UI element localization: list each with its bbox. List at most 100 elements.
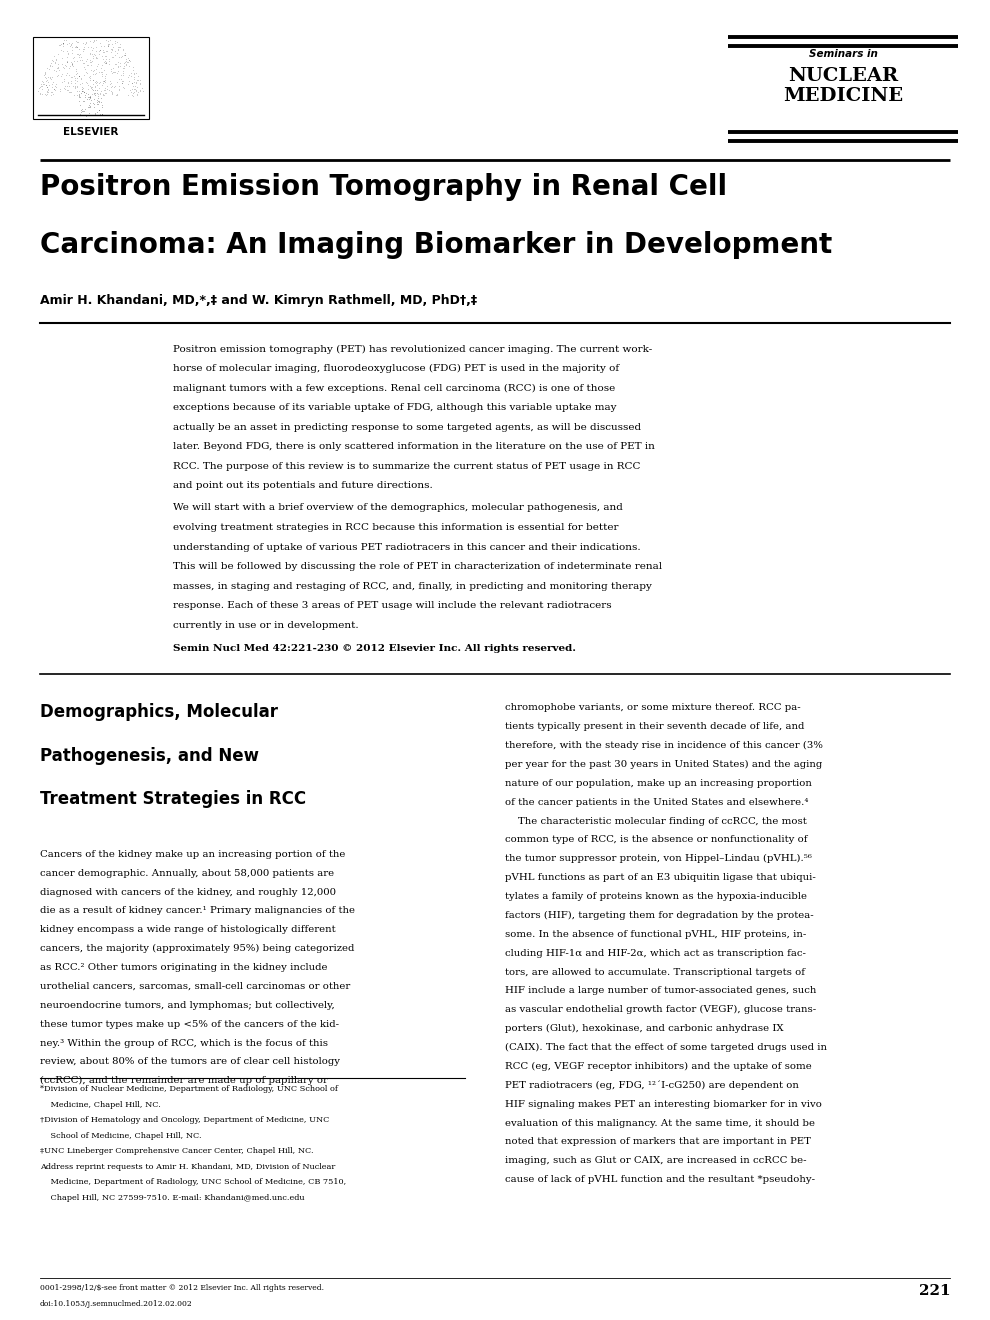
Point: [104, 34, 120, 55]
Point: [87, 41, 103, 62]
Point: [55, 33, 71, 54]
Point: [108, 45, 124, 66]
Point: [41, 75, 56, 96]
Point: [84, 104, 100, 125]
Point: [77, 104, 93, 125]
Text: neuroendocrine tumors, and lymphomas; but collectively,: neuroendocrine tumors, and lymphomas; bu…: [40, 1001, 335, 1010]
Point: [107, 75, 123, 96]
Point: [97, 67, 113, 88]
Point: [71, 66, 87, 87]
Point: [96, 71, 112, 92]
Point: [117, 78, 133, 99]
Point: [64, 75, 80, 96]
Point: [72, 94, 88, 115]
Point: [136, 81, 151, 102]
Point: [76, 100, 92, 121]
Point: [112, 79, 128, 100]
Point: [97, 66, 113, 87]
Point: [53, 66, 69, 87]
Text: RCC. The purpose of this review is to summarize the current status of PET usage : RCC. The purpose of this review is to su…: [173, 462, 641, 471]
Point: [78, 82, 94, 103]
Point: [120, 66, 136, 87]
Point: [44, 77, 59, 98]
Text: noted that expression of markers that are important in PET: noted that expression of markers that ar…: [505, 1138, 811, 1147]
Point: [97, 79, 113, 100]
Point: [65, 46, 81, 67]
Text: evolving treatment strategies in RCC because this information is essential for b: evolving treatment strategies in RCC bec…: [173, 523, 619, 532]
Point: [60, 71, 76, 92]
Point: [82, 86, 98, 107]
Point: [82, 96, 98, 117]
Point: [32, 77, 48, 98]
Point: [91, 90, 107, 111]
Point: [75, 81, 91, 102]
Point: [118, 54, 134, 75]
Point: [50, 44, 66, 65]
Point: [85, 32, 101, 53]
Point: [84, 78, 100, 99]
Point: [65, 84, 81, 106]
Point: [60, 32, 76, 53]
Point: [87, 103, 103, 124]
Point: [130, 84, 146, 106]
Point: [73, 46, 89, 67]
Point: [91, 100, 107, 121]
Point: [97, 70, 113, 91]
Point: [88, 58, 104, 79]
Point: [47, 59, 62, 81]
Point: [115, 77, 131, 98]
Point: [81, 87, 97, 108]
Point: [118, 50, 134, 71]
Point: [77, 84, 93, 106]
Point: [89, 79, 105, 100]
Point: [120, 74, 136, 95]
Point: [58, 63, 74, 84]
Text: these tumor types make up <5% of the cancers of the kid-: these tumor types make up <5% of the can…: [40, 1020, 339, 1028]
Point: [128, 71, 144, 92]
Point: [64, 33, 80, 54]
Point: [71, 46, 87, 67]
Point: [116, 57, 132, 78]
Point: [87, 71, 103, 92]
Point: [85, 74, 101, 95]
Text: ELSEVIER: ELSEVIER: [63, 127, 118, 137]
Point: [60, 65, 76, 86]
Point: [110, 51, 126, 73]
Point: [64, 66, 80, 87]
Text: urothelial cancers, sarcomas, small-cell carcinomas or other: urothelial cancers, sarcomas, small-cell…: [40, 982, 349, 991]
Point: [68, 58, 84, 79]
Point: [45, 74, 60, 95]
Point: [110, 40, 126, 61]
Point: [44, 51, 59, 73]
Point: [96, 51, 112, 73]
Point: [98, 45, 114, 66]
Point: [85, 79, 101, 100]
Point: [82, 87, 98, 108]
Point: [90, 94, 106, 115]
Point: [65, 48, 81, 69]
Point: [125, 83, 141, 104]
Text: cause of lack of pVHL function and the resultant *pseudohy-: cause of lack of pVHL function and the r…: [505, 1175, 815, 1184]
Point: [43, 67, 58, 88]
Text: nature of our population, make up an increasing proportion: nature of our population, make up an inc…: [505, 779, 812, 788]
Point: [82, 42, 98, 63]
Point: [100, 30, 116, 51]
Point: [86, 82, 102, 103]
Point: [50, 65, 66, 86]
Point: [40, 58, 55, 79]
Point: [59, 73, 75, 94]
Point: [74, 50, 90, 71]
Text: exceptions because of its variable uptake of FDG, although this variable uptake : exceptions because of its variable uptak…: [173, 403, 617, 412]
Point: [113, 65, 129, 86]
Point: [35, 83, 50, 104]
Text: malignant tumors with a few exceptions. Renal cell carcinoma (RCC) is one of tho: malignant tumors with a few exceptions. …: [173, 384, 616, 393]
Point: [130, 77, 146, 98]
Point: [98, 63, 114, 84]
Point: [69, 44, 85, 65]
Point: [36, 74, 51, 95]
Point: [88, 73, 104, 94]
Point: [109, 71, 125, 92]
Point: [67, 75, 83, 96]
Point: [81, 102, 97, 123]
Point: [59, 51, 75, 73]
